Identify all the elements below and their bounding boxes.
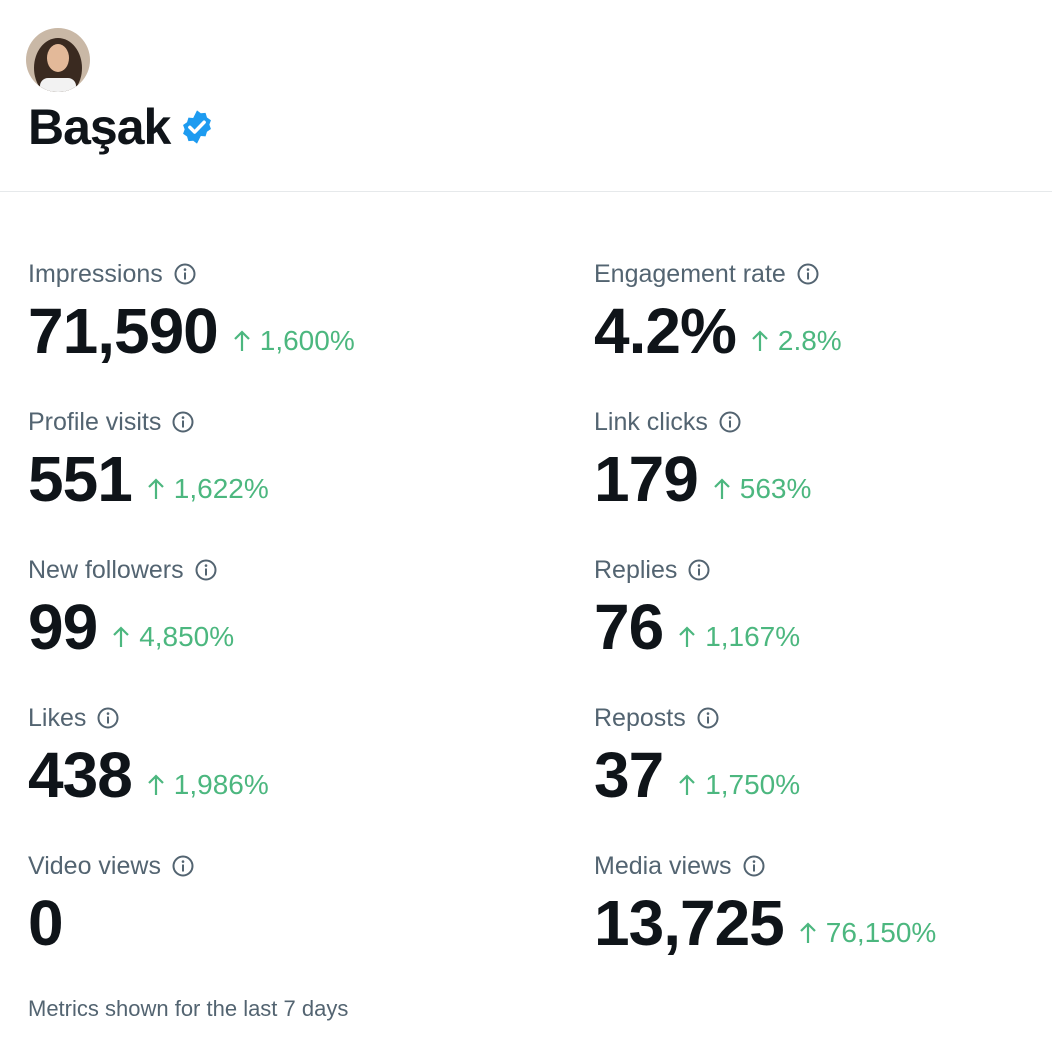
info-icon[interactable] [742,854,766,878]
up-arrow [799,922,816,943]
metric-value: 0 [28,887,64,959]
metric-change-text: 1,986% [173,769,269,800]
footer-note: Metrics shown for the last 7 days [28,996,349,1021]
metric-row: 179 563% [594,443,1052,515]
metric-value: 76 [594,591,664,663]
metric-change-text: 1,750% [705,769,801,800]
metric-change: 1,167% [677,621,800,653]
info-icon[interactable] [171,410,195,434]
metric-label-row: Reposts [594,699,1052,737]
avatar[interactable] [26,28,90,92]
info-icon[interactable] [194,558,218,582]
metric-change-text: 4,850% [139,621,235,652]
metric-label: Link clicks [594,407,708,436]
metric-change: 2.8% [750,325,842,357]
metric-label: Likes [28,703,87,732]
verified-badge [183,110,212,144]
metric-label-row: Profile visits [28,403,548,441]
metric-change-text: 2.8% [777,325,842,356]
metric-row: 71,590 1,600% [28,295,548,367]
metric-label: Reposts [594,703,686,732]
metric-label-row: Replies [594,551,1052,589]
metric: Replies 76 1,167% [594,551,1052,664]
metric-row: 0 [28,887,548,959]
metric-value: 13,725 [594,887,785,959]
up-arrow [714,478,730,499]
info-icon[interactable] [96,706,120,730]
metric-label-row: Video views [28,847,548,885]
metric-label: Engagement rate [594,259,786,288]
metric-label-row: Engagement rate [594,255,1052,293]
up-arrow [752,330,768,351]
metric-value: 71,590 [28,295,219,367]
profile-name-row: Başak [28,98,216,156]
metric-label: Impressions [28,259,163,288]
metric-change: 1,622% [146,473,269,505]
metric: Link clicks 179 563% [594,403,1052,516]
metric-row: 13,725 76,150% [594,887,1052,959]
metric-change: 4,850% [111,621,234,653]
metric-label: New followers [28,555,184,584]
metric-value: 438 [28,739,133,811]
metric-row: 4.2% 2.8% [594,295,1052,367]
metric: Video views 0 [28,847,548,959]
metric-change-text: 76,150% [825,917,937,948]
up-arrow [679,774,695,795]
divider [0,191,1052,192]
metric-change-text: 1,167% [705,621,801,652]
metric-row: 438 1,986% [28,739,548,811]
metric-change: 563% [712,473,812,505]
up-arrow [233,330,250,351]
up-arrow [679,626,695,647]
info-icon[interactable] [687,558,711,582]
metric-change-text: 1,622% [173,473,269,504]
metric-change: 1,986% [146,769,269,801]
up-arrow [148,774,164,795]
metric-label-row: Likes [28,699,548,737]
metric: Engagement rate 4.2% 2.8% [594,255,1052,368]
metric-value: 551 [28,443,133,515]
metric-row: 551 1,622% [28,443,548,515]
metric-row: 76 1,167% [594,591,1052,663]
info-icon[interactable] [696,706,720,730]
info-icon[interactable] [718,410,742,434]
metric: Likes 438 1,986% [28,699,548,812]
up-arrow [113,626,129,647]
metric-change: 1,750% [677,769,800,801]
metric-label-row: New followers [28,551,548,589]
profile-name: Başak [28,99,171,155]
metric: Profile visits 551 1,622% [28,403,548,516]
metric: New followers 99 4,850% [28,551,548,664]
metric-label-row: Impressions [28,255,548,293]
metric-change: 1,600% [232,325,355,357]
metric: Media views 13,725 76,150% [594,847,1052,960]
up-arrow [148,478,164,499]
metric-change-text: 1,600% [259,325,355,356]
metric-label: Video views [28,851,161,880]
metric-change: 76,150% [798,917,937,949]
info-icon[interactable] [173,262,197,286]
metric-label: Media views [594,851,732,880]
metric-label-row: Link clicks [594,403,1052,441]
metric-row: 99 4,850% [28,591,548,663]
metric-value: 99 [28,591,98,663]
info-icon[interactable] [796,262,820,286]
metric-label: Profile visits [28,407,162,436]
metric-label-row: Media views [594,847,1052,885]
metric: Reposts 37 1,750% [594,699,1052,812]
metric-label: Replies [594,555,678,584]
metric-row: 37 1,750% [594,739,1052,811]
metric: Impressions 71,590 1,600% [28,255,548,368]
metric-change-text: 563% [739,473,812,504]
metric-value: 179 [594,443,699,515]
info-icon[interactable] [171,854,195,878]
metric-value: 37 [594,739,664,811]
metric-value: 4.2% [594,295,737,367]
